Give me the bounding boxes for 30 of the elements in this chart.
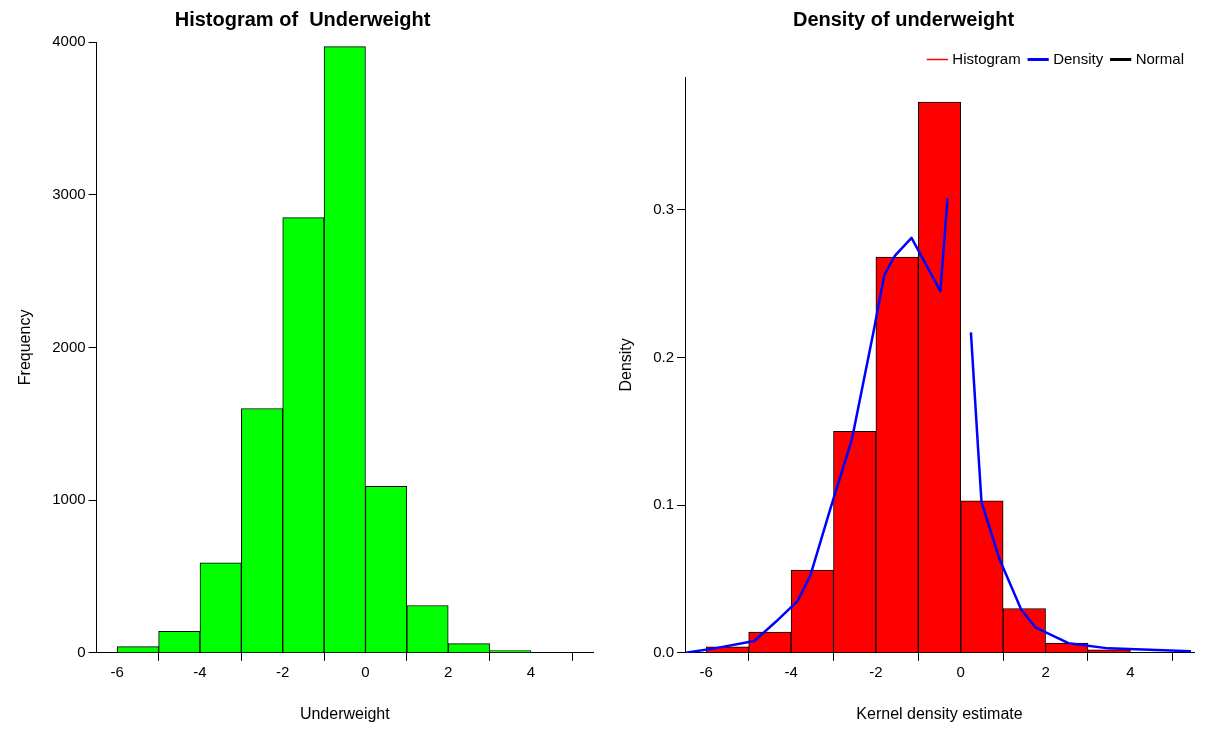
y-tick-label: 0.0 [653, 642, 675, 660]
x-tick-label: -6 [110, 662, 124, 680]
x-tick-label: -4 [193, 662, 207, 680]
x-axis-title: Underweight [299, 704, 391, 722]
x-tick-label: 0 [361, 662, 370, 680]
x-tick-label: 2 [444, 662, 453, 680]
x-axis-title: Kernel density estimate [856, 704, 1023, 722]
x-tick-label: -2 [869, 662, 883, 680]
x-tick-label: 2 [1041, 662, 1050, 680]
y-tick-label: 4000 [52, 32, 86, 50]
legend-label: Density [1053, 49, 1104, 67]
x-tick-label: -2 [276, 662, 290, 680]
x-tick-label: 4 [526, 662, 536, 680]
y-tick-label: 0.3 [653, 200, 675, 218]
y-tick-label: 0 [77, 642, 86, 660]
x-tick-label: 0 [956, 662, 965, 680]
y-tick-label: 1000 [52, 490, 86, 508]
x-tick-label: -6 [699, 662, 713, 680]
y-tick-label: 0.2 [653, 347, 675, 365]
y-tick-label: 3000 [52, 184, 86, 202]
chart-title: Histogram of Underweight [174, 7, 431, 30]
legend-label: Normal [1135, 49, 1184, 67]
y-axis-title: Density [617, 338, 635, 392]
legend-label: Histogram [952, 49, 1021, 67]
chart-title: Density of underweight [792, 7, 1015, 30]
x-tick-label: -4 [784, 662, 798, 680]
y-tick-label: 0.1 [653, 495, 675, 513]
x-tick-label: 4 [1126, 662, 1135, 680]
y-tick-label: 2000 [52, 337, 86, 355]
y-axis-title: Frequency [16, 309, 34, 386]
